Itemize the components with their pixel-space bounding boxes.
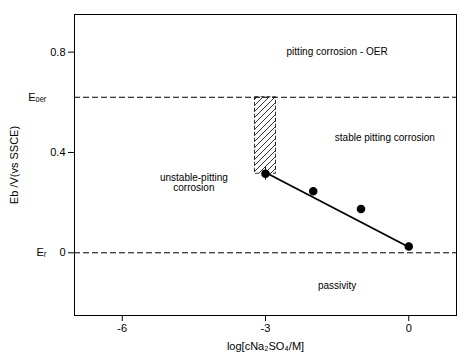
svg-text:pitting corrosion - OER: pitting corrosion - OER: [287, 46, 388, 57]
svg-text:0.4: 0.4: [50, 146, 65, 158]
svg-text:-6: -6: [117, 322, 127, 334]
svg-text:passivity: passivity: [318, 280, 356, 291]
svg-text:log[cNa₂SO₄/M]: log[cNa₂SO₄/M]: [227, 340, 304, 352]
svg-text:0: 0: [406, 322, 412, 334]
svg-text:0: 0: [59, 246, 65, 258]
svg-text:Eᵣ: Eᵣ: [37, 246, 47, 258]
svg-text:unstable-pittingcorrosion: unstable-pittingcorrosion: [160, 172, 228, 193]
svg-text:0.8: 0.8: [50, 46, 65, 58]
svg-text:Eb /V(vs SSCE): Eb /V(vs SSCE): [8, 126, 20, 204]
svg-text:-3: -3: [261, 322, 271, 334]
svg-text:Eₒₑᵣ: Eₒₑᵣ: [28, 91, 47, 103]
svg-text:stable pitting corrosion: stable pitting corrosion: [335, 132, 435, 143]
